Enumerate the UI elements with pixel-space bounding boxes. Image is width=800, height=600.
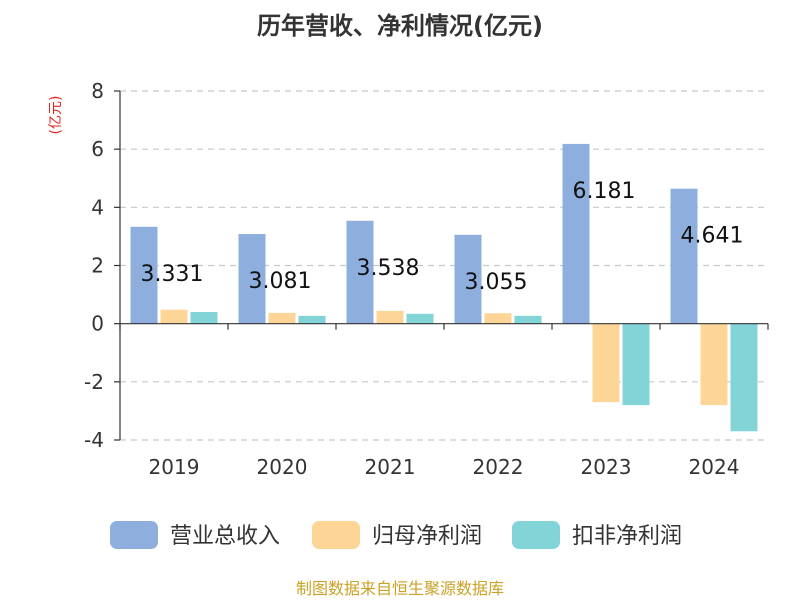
bar-1-2024 [670,188,698,324]
y-axis-unit-label: (亿元) [48,96,64,135]
bar-3-2022 [514,315,542,324]
x-tick-label: 2020 [257,455,308,479]
axes: -4 -2 0 2 4 6 8 2019 2020 2021 2022 2023 2024 [84,79,769,479]
data-label: 3.538 [357,256,420,281]
legend-item[interactable]: 归母净利润 [312,521,482,549]
y-tick-label: -2 [84,370,104,394]
y-tick-label: 8 [91,79,104,103]
data-label: 3.331 [141,262,204,287]
legend-swatch [110,521,158,549]
y-tick-label: -4 [84,428,104,452]
y-tick-label: 6 [91,137,104,161]
x-tick-label: 2021 [365,455,416,479]
bar-3-2021 [406,313,434,324]
y-tick-label: 2 [91,254,104,278]
data-label: 3.055 [465,270,528,295]
legend: 营业总收入 归母净利润 扣非净利润 [110,521,682,549]
bar-2-2020 [268,312,296,324]
data-label: 6.181 [573,179,636,204]
data-label: 3.081 [249,269,312,294]
gridlines [120,90,768,441]
bar-3-2019 [190,312,218,324]
y-tick-label: 0 [91,312,104,336]
x-tick-label: 2022 [473,455,524,479]
bar-1-2020 [238,234,266,324]
legend-label: 营业总收入 [170,524,280,549]
bar-3-2023 [622,323,650,406]
bars [130,143,758,432]
x-tick-label: 2019 [149,455,200,479]
bar-2-2022 [484,313,512,324]
bar-2-2021 [376,310,404,324]
bar-1-2021 [346,220,374,324]
legend-item[interactable]: 营业总收入 [110,521,280,549]
data-label: 4.641 [681,224,744,249]
bar-1-2019 [130,226,158,324]
legend-swatch [312,521,360,549]
legend-swatch [512,521,560,549]
bar-1-2022 [454,234,482,324]
bar-2-2023 [592,323,620,403]
data-labels: 3.331 3.081 3.538 3.055 6.181 4.641 [141,179,744,295]
bar-2-2019 [160,309,188,324]
legend-label: 扣非净利润 [572,524,682,549]
bar-3-2024 [730,323,758,432]
legend-label: 归母净利润 [372,524,482,549]
x-tick-label: 2024 [689,455,740,479]
bar-2-2024 [700,323,728,406]
bar-3-2020 [298,315,326,324]
y-tick-label: 4 [91,195,104,219]
legend-item[interactable]: 扣非净利润 [512,521,682,549]
x-tick-label: 2023 [581,455,632,479]
bar-1-2023 [562,143,590,324]
source-note: 制图数据来自恒生聚源数据库 [296,579,504,598]
chart-title: 历年营收、净利情况(亿元) [257,12,543,40]
